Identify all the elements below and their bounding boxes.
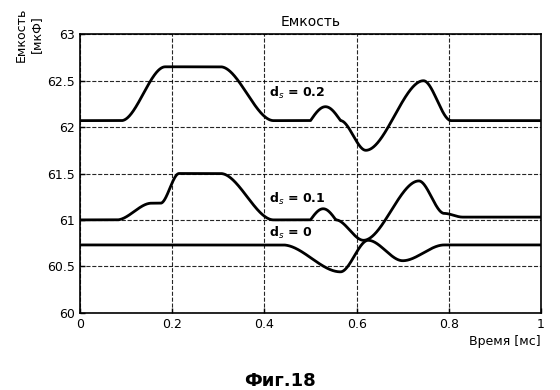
Text: d$_s$ = 0.2: d$_s$ = 0.2 bbox=[269, 85, 325, 101]
Text: d$_s$ = 0.1: d$_s$ = 0.1 bbox=[269, 191, 325, 207]
Title: Емкость: Емкость bbox=[281, 15, 340, 29]
Text: d$_s$ = 0: d$_s$ = 0 bbox=[269, 225, 312, 241]
X-axis label: Время [мс]: Время [мс] bbox=[469, 335, 541, 348]
Y-axis label: Емкость
[мкФ]: Емкость [мкФ] bbox=[15, 7, 43, 62]
Text: Фиг.18: Фиг.18 bbox=[244, 372, 316, 390]
